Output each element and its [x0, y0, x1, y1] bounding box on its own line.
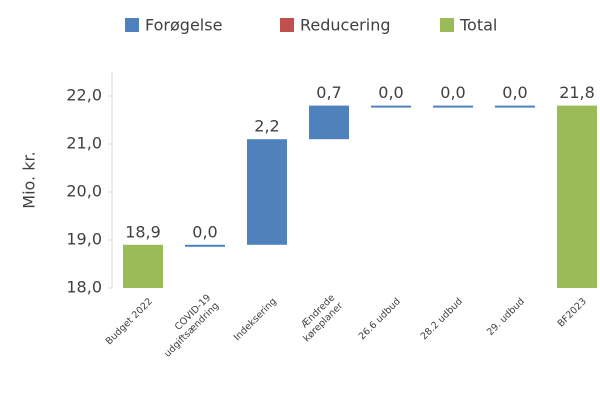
legend-swatch: [280, 18, 294, 32]
legend-label: Reducering: [300, 16, 391, 35]
y-axis-label: Mio. kr.: [20, 151, 39, 208]
value-label: 0,0: [378, 83, 403, 102]
bar: [247, 139, 287, 245]
x-tick-label: Budget 2022: [104, 296, 155, 347]
x-tick-label: COVID-19udgiftsændring: [154, 292, 221, 359]
y-tick-label: 19,0: [66, 230, 102, 249]
x-tick-label: 29. udbud: [485, 296, 527, 338]
x-tick-label: Ændredekøreplaner: [293, 292, 345, 344]
value-label: 18,9: [125, 222, 161, 241]
legend-label: Forøgelse: [145, 16, 222, 35]
value-label: 0,0: [440, 83, 465, 102]
y-tick-label: 22,0: [66, 86, 102, 105]
x-tick-label: BF2023: [556, 296, 589, 329]
x-tick-label: Indeksering: [232, 296, 279, 343]
value-label: 0,0: [192, 222, 217, 241]
bar: [309, 105, 349, 140]
value-label: 21,8: [559, 83, 595, 102]
value-label: 0,0: [502, 83, 527, 102]
bar: [557, 105, 597, 288]
bar: [433, 105, 473, 108]
legend-label: Total: [459, 16, 497, 35]
x-tick-label: 26.6 udbud: [357, 296, 403, 342]
y-tick-label: 20,0: [66, 182, 102, 201]
value-label: 0,7: [316, 83, 341, 102]
bar: [123, 244, 163, 288]
bar: [495, 105, 535, 108]
bar: [371, 105, 411, 108]
bar: [185, 244, 225, 247]
value-label: 2,2: [254, 117, 279, 136]
x-tick-label: 28.2 udbud: [419, 296, 465, 342]
y-tick-label: 21,0: [66, 134, 102, 153]
y-tick-label: 18,0: [66, 278, 102, 297]
legend-swatch: [440, 18, 454, 32]
legend-swatch: [125, 18, 139, 32]
